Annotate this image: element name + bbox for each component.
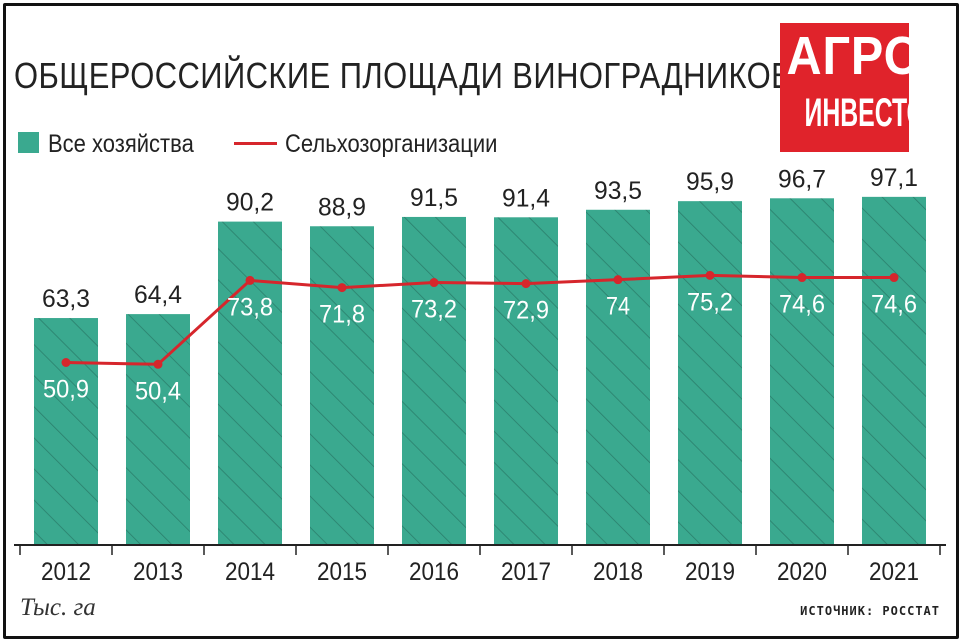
bar-2021 <box>862 196 926 545</box>
line-point-2015 <box>337 283 347 293</box>
line-value-label-2018: 74 <box>606 293 630 321</box>
x-tick-label-2021: 2021 <box>869 558 919 586</box>
x-tick-label-2019: 2019 <box>685 558 735 586</box>
x-tick-label-2018: 2018 <box>593 558 643 586</box>
unit-label: Тыс. га <box>20 594 96 621</box>
agroinvestor-logo: АГРО ИНВЕСТОР <box>780 23 909 152</box>
line-point-2021 <box>889 273 899 283</box>
bar-value-label-2019: 95,9 <box>686 168 734 196</box>
line-point-2020 <box>797 273 807 283</box>
x-tick-label-2014: 2014 <box>225 558 275 586</box>
line-value-label-2017: 72,9 <box>503 297 549 325</box>
x-tick-label-2020: 2020 <box>777 558 827 586</box>
legend-label-all-farms: Все хозяйства <box>48 130 194 158</box>
bar-2015 <box>310 226 374 545</box>
legend-label-agri-orgs: Сельхозорганизации <box>285 130 498 158</box>
chart-title: ОБЩЕРОССИЙСКИЕ ПЛОЩАДИ ВИНОГРАДНИКОВ <box>14 55 793 96</box>
x-tick-label-2012: 2012 <box>41 558 91 586</box>
x-tick-label-2015: 2015 <box>317 558 367 586</box>
line-point-2019 <box>705 270 715 280</box>
bar-2016 <box>402 216 466 545</box>
line-point-2012 <box>61 358 71 368</box>
x-tick-label-2017: 2017 <box>501 558 551 586</box>
bar-value-label-2012: 63,3 <box>42 285 90 313</box>
line-value-label-2012: 50,9 <box>43 376 89 404</box>
bar-2019 <box>678 201 742 545</box>
line-value-label-2015: 71,8 <box>319 301 365 329</box>
bar-value-label-2020: 96,7 <box>778 165 826 193</box>
bar-2017 <box>494 217 558 545</box>
bar-value-label-2015: 88,9 <box>318 193 366 221</box>
bar-2020 <box>770 198 834 546</box>
line-value-label-2014: 73,8 <box>227 293 273 321</box>
bar-2018 <box>586 209 650 545</box>
line-value-label-2019: 75,2 <box>687 288 733 316</box>
bar-2012 <box>34 318 98 545</box>
line-value-label-2020: 74,6 <box>779 291 825 319</box>
logo-line-1: АГРО <box>786 26 909 86</box>
bar-value-label-2018: 93,5 <box>594 177 642 205</box>
bar-2013 <box>126 314 190 545</box>
bar-value-label-2014: 90,2 <box>226 189 274 217</box>
bar-value-label-2016: 91,5 <box>410 184 458 212</box>
legend-bar-swatch <box>18 132 39 153</box>
line-point-2018 <box>613 275 623 285</box>
line-point-2014 <box>245 275 255 285</box>
line-point-2013 <box>153 359 163 369</box>
legend-line-swatch <box>234 142 277 145</box>
line-point-2017 <box>521 279 531 289</box>
line-value-label-2016: 73,2 <box>411 296 457 324</box>
bar-value-label-2021: 97,1 <box>870 164 918 192</box>
x-tick-label-2016: 2016 <box>409 558 459 586</box>
bar-value-label-2013: 64,4 <box>134 281 182 309</box>
line-point-2016 <box>429 278 439 288</box>
x-tick-label-2013: 2013 <box>133 558 183 586</box>
line-value-label-2021: 74,6 <box>871 291 917 319</box>
bar-value-label-2017: 91,4 <box>502 184 550 212</box>
source-note: ИСТОЧНИК: РОССТАТ <box>800 604 940 618</box>
line-value-label-2013: 50,4 <box>135 377 181 405</box>
bar-2014 <box>218 221 282 545</box>
series-line-agri-orgs <box>65 273 894 366</box>
